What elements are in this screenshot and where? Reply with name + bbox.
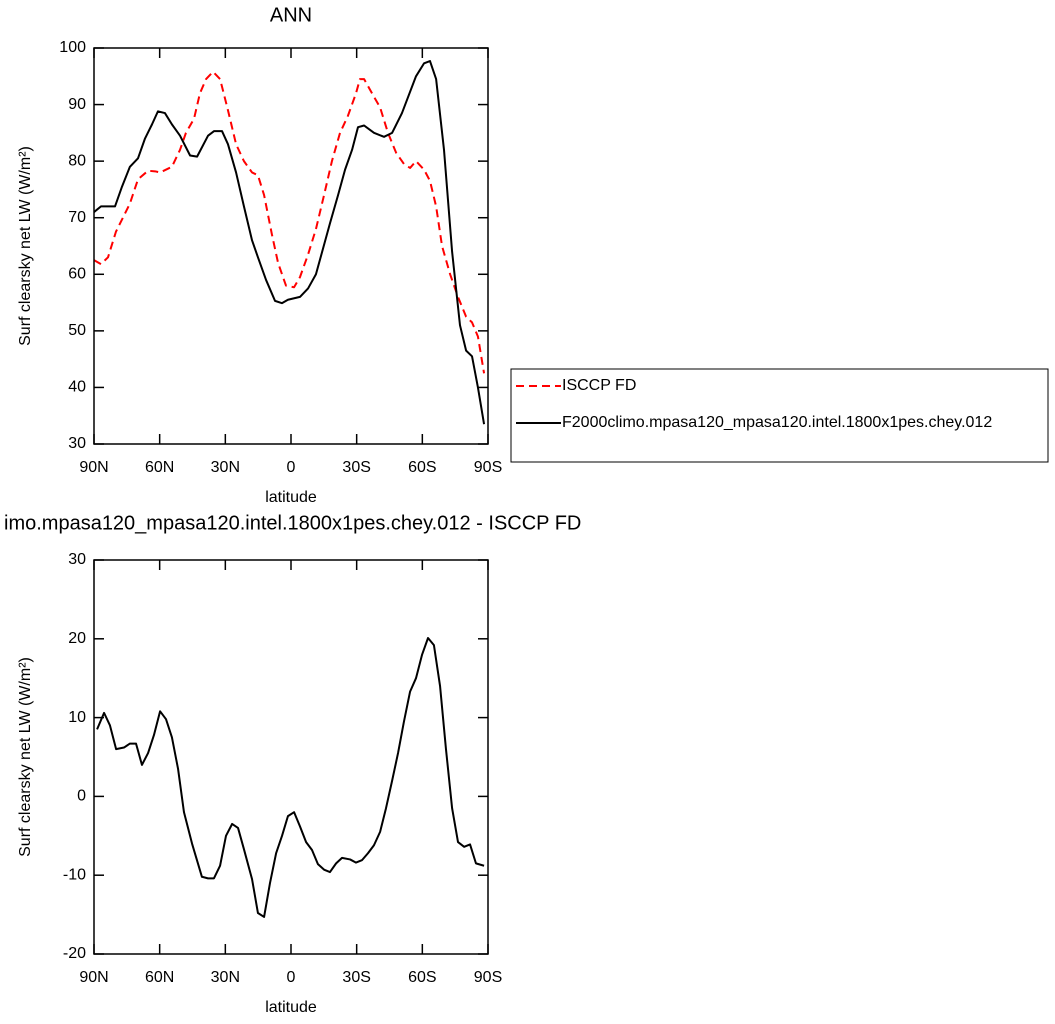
y-tick-label: 100	[59, 39, 86, 56]
legend-label: F2000climo.mpasa120_mpasa120.intel.1800x…	[562, 414, 992, 431]
y-tick-label: 70	[68, 209, 86, 226]
x-axis-label: latitude	[265, 489, 317, 506]
y-tick-label: 40	[68, 379, 86, 396]
x-tick-label: 90S	[474, 969, 502, 986]
data-line	[96, 637, 485, 918]
y-tick-label: 30	[68, 435, 86, 452]
y-axis-label: Surf clearsky net LW (W/m²)	[17, 657, 34, 857]
y-tick-label: -20	[63, 945, 86, 962]
y-tick-label: -10	[63, 866, 86, 883]
chart-title: imo.mpasa120_mpasa120.intel.1800x1pes.ch…	[4, 512, 581, 534]
x-tick-label: 60S	[408, 969, 436, 986]
chart-title: ANN	[270, 4, 312, 26]
y-tick-label: 90	[68, 96, 86, 113]
x-tick-label: 60S	[408, 459, 436, 476]
x-tick-label: 30N	[211, 459, 240, 476]
data-line	[93, 60, 486, 425]
y-tick-label: 0	[77, 788, 86, 805]
y-tick-label: 80	[68, 152, 86, 169]
y-tick-label: 50	[68, 322, 86, 339]
y-axis-label: Surf clearsky net LW (W/m²)	[17, 146, 34, 346]
x-tick-label: 90N	[79, 459, 108, 476]
y-tick-label: 10	[68, 709, 86, 726]
legend-box	[510, 368, 1049, 463]
x-tick-label: 30N	[211, 969, 240, 986]
y-tick-label: 60	[68, 266, 86, 283]
x-axis-label: latitude	[265, 999, 317, 1016]
x-tick-label: 60N	[145, 969, 174, 986]
data-line	[93, 70, 486, 374]
x-tick-label: 60N	[145, 459, 174, 476]
x-tick-label: 90S	[474, 459, 502, 476]
x-tick-label: 0	[287, 459, 296, 476]
x-tick-label: 0	[287, 969, 296, 986]
x-tick-label: 30S	[342, 459, 370, 476]
y-tick-label: 20	[68, 630, 86, 647]
legend-label: ISCCP FD	[562, 377, 636, 394]
y-tick-label: 30	[68, 551, 86, 568]
x-tick-label: 90N	[79, 969, 108, 986]
x-tick-label: 30S	[342, 969, 370, 986]
plot-frame	[93, 559, 489, 955]
plot-frame	[93, 47, 489, 445]
